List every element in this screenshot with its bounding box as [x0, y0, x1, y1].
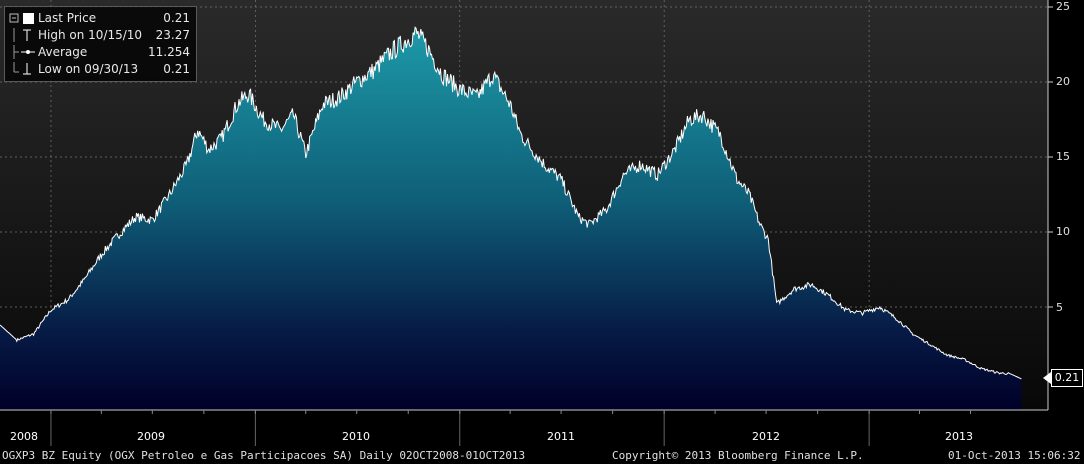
high-marker-icon	[13, 28, 31, 42]
x-tick-label-2011: 2011	[547, 430, 575, 443]
y-tick-marks	[1048, 6, 1053, 308]
x-tick-marks	[50, 410, 971, 446]
last-price-pointer	[1043, 372, 1051, 384]
y-tick-label-20: 20	[1056, 75, 1070, 88]
timestamp-text: 01-Oct-2013 15:06:32	[948, 449, 1081, 462]
low-marker-icon	[13, 62, 31, 75]
price-area	[0, 27, 1022, 411]
legend-label: Average	[38, 45, 88, 59]
legend-label: Last Price	[38, 11, 97, 25]
x-tick-label-2013: 2013	[945, 430, 973, 443]
last-price-label: 0.21	[1051, 369, 1083, 387]
x-tick-label-2008: 2008	[10, 430, 38, 443]
legend-item-last-price: Last Price 0.21	[5, 11, 196, 27]
legend-item-low: Low on 09/30/13 0.21	[5, 62, 196, 78]
white-square-icon	[9, 13, 34, 24]
x-tick-label-2009: 2009	[137, 430, 165, 443]
y-tick-label-10: 10	[1056, 225, 1070, 238]
x-tick-label-2010: 2010	[342, 430, 370, 443]
legend-value: 11.254	[148, 45, 190, 59]
legend-label: Low on 09/30/13	[38, 62, 139, 76]
y-tick-label-25: 25	[1056, 0, 1070, 13]
average-line-icon	[13, 45, 35, 59]
legend-label: High on 10/15/10	[38, 28, 143, 42]
xaxis-background	[0, 410, 1084, 464]
legend-value: 0.21	[163, 62, 190, 76]
legend-value: 23.27	[155, 28, 190, 42]
copyright-text: Copyright© 2013 Bloomberg Finance L.P.	[612, 449, 864, 462]
y-tick-label-5: 5	[1056, 301, 1063, 314]
price-line	[0, 26, 1022, 380]
x-tick-label-2012: 2012	[752, 430, 780, 443]
security-description: OGXP3 BZ Equity (OGX Petroleo e Gas Part…	[2, 449, 526, 462]
axis-background	[1048, 0, 1084, 430]
legend-value: 0.21	[163, 11, 190, 25]
legend-item-average: Average 11.254	[5, 45, 196, 61]
legend-item-high: High on 10/15/10 23.27	[5, 28, 196, 44]
y-tick-label-15: 15	[1056, 150, 1070, 163]
legend: Last Price 0.21 High on 10/15/10 23.27 A…	[4, 6, 197, 82]
